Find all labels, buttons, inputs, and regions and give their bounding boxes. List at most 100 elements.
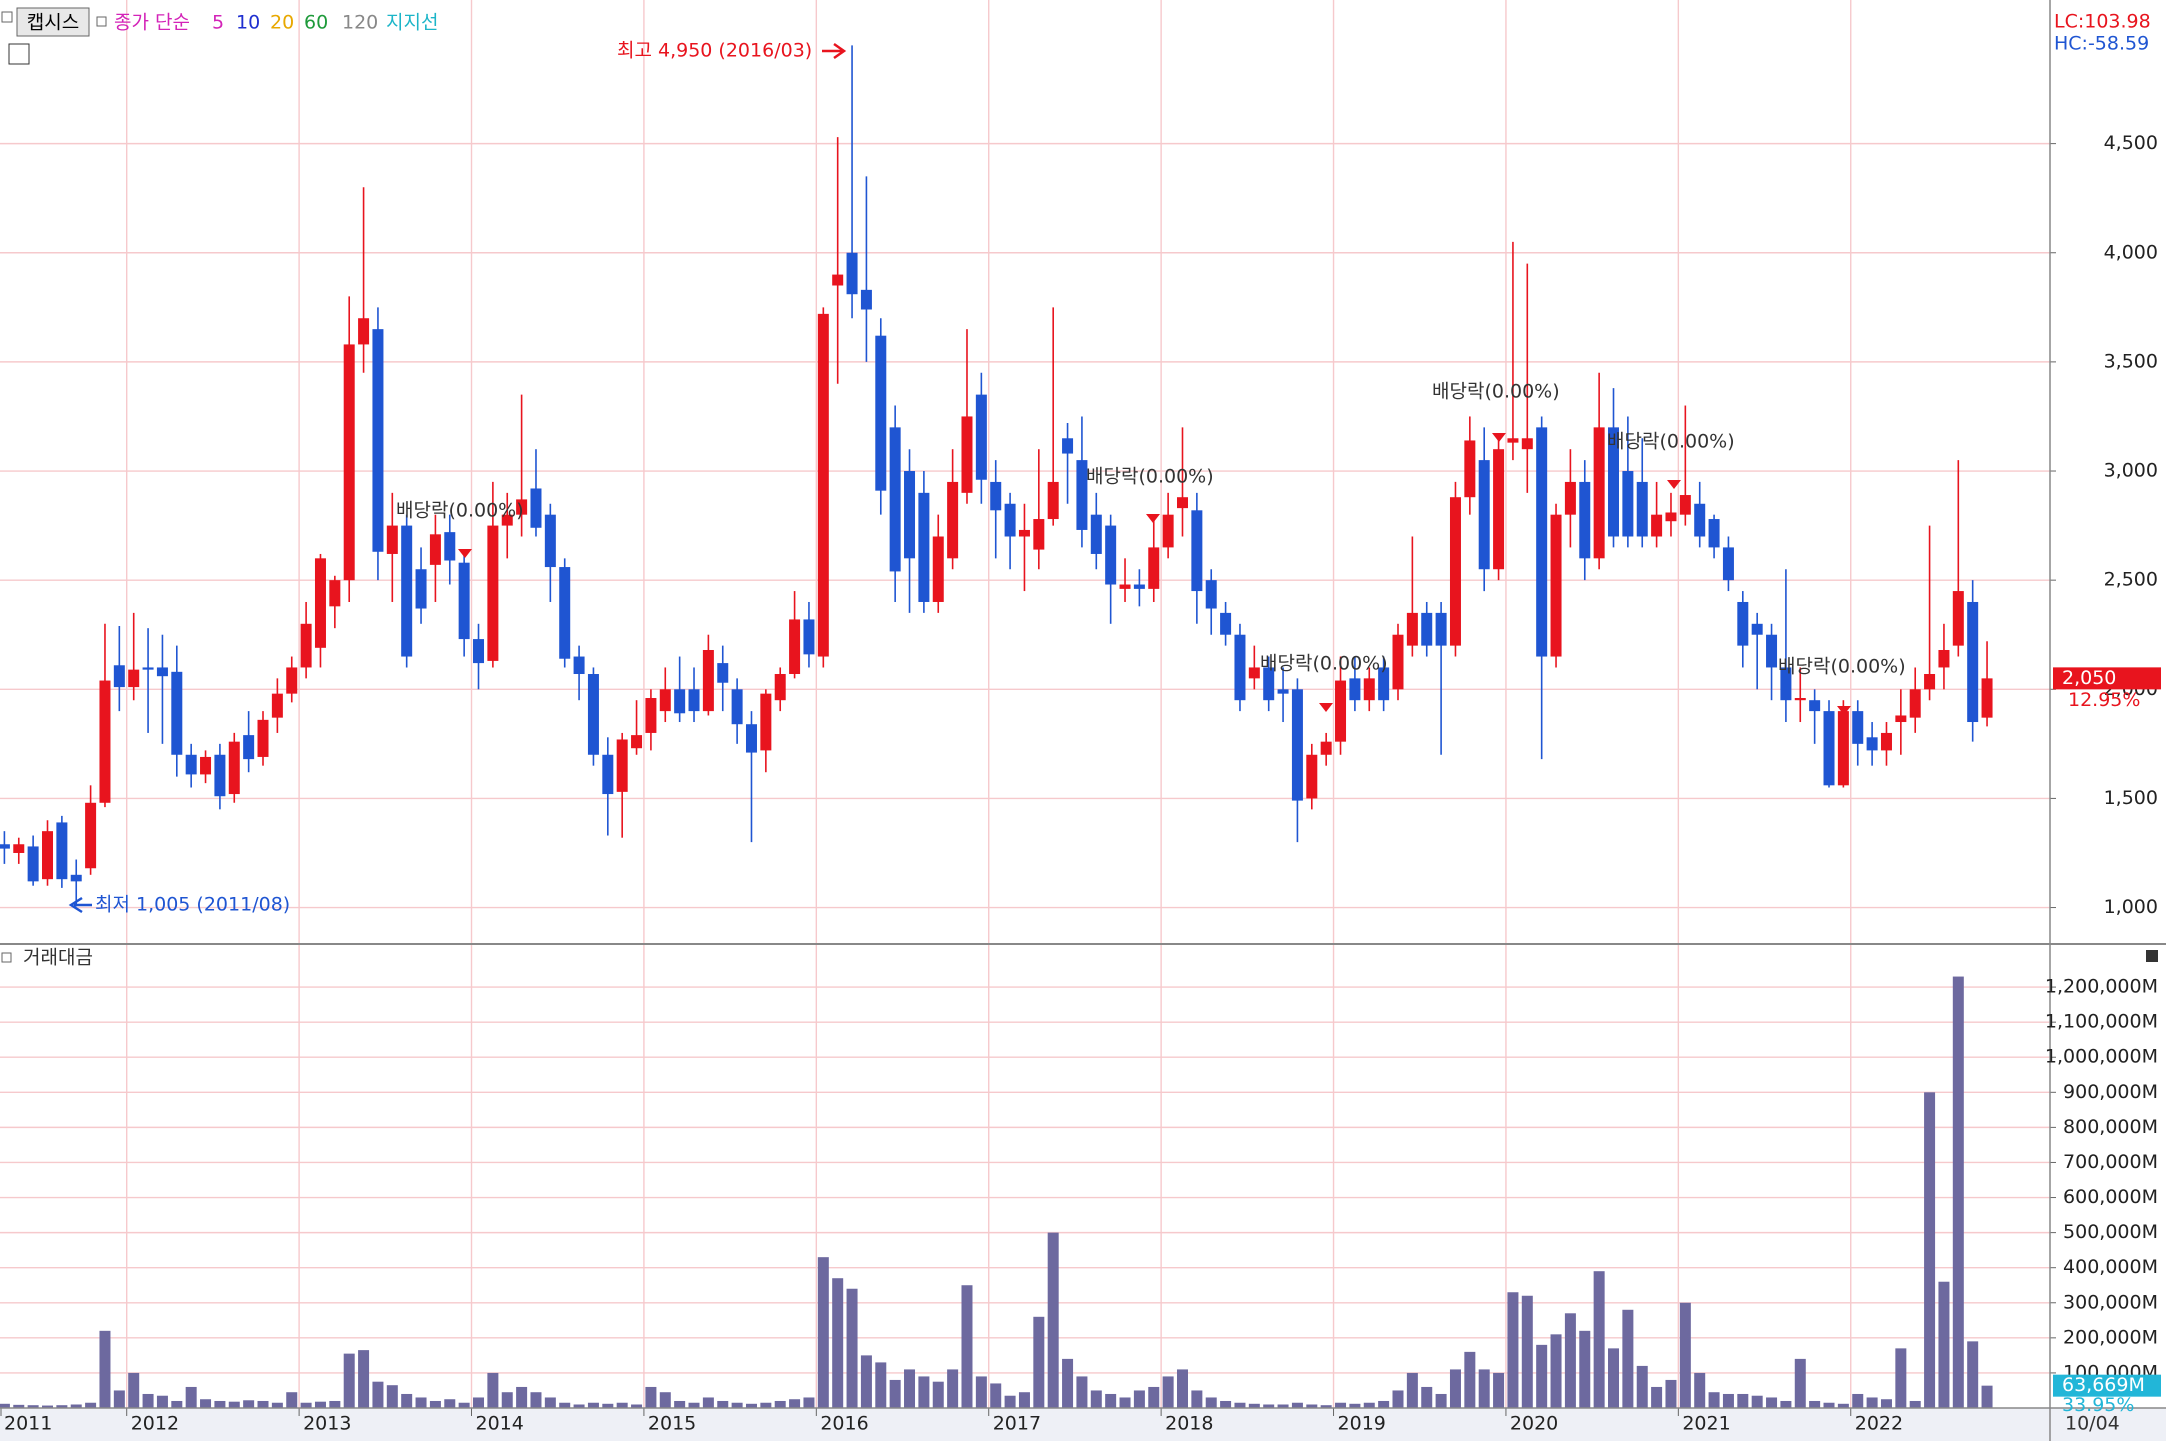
table-icon[interactable]	[8, 43, 30, 65]
candle-body	[631, 735, 643, 749]
volume-bar	[1335, 1402, 1347, 1408]
candle-body	[1794, 698, 1806, 701]
volume-bar	[214, 1400, 226, 1408]
candle-body	[717, 663, 729, 683]
candle-body	[1521, 438, 1533, 450]
candle-body	[171, 671, 183, 755]
legend-icon[interactable]	[1, 11, 13, 23]
candle-body	[1191, 510, 1203, 592]
legend-period: 5	[212, 12, 224, 34]
legend-box[interactable]	[16, 7, 90, 37]
candle-body	[185, 754, 197, 775]
volume-bar	[1536, 1344, 1548, 1408]
volume-bar	[228, 1401, 240, 1408]
volume-bar	[530, 1392, 542, 1408]
candle-body	[386, 525, 398, 554]
y2-tick-label: 300,000M	[2063, 1291, 2158, 1313]
legend-support: 지지선	[386, 12, 438, 34]
last-volume-box	[2053, 1374, 2161, 1397]
last-price-box	[2053, 667, 2161, 690]
volume-bar	[358, 1350, 370, 1408]
volume-bar	[1665, 1379, 1677, 1408]
volume-bar	[1220, 1400, 1232, 1408]
volume-bar	[1191, 1390, 1203, 1408]
volume-bar	[156, 1395, 168, 1408]
x-tick-label: 2013	[303, 1413, 351, 1435]
volume-bar	[1507, 1292, 1519, 1408]
volume-bar	[1564, 1313, 1576, 1408]
volume-bar	[789, 1399, 801, 1408]
candle-body	[429, 534, 441, 565]
close-icon[interactable]	[2146, 950, 2158, 962]
candle-body	[1133, 584, 1145, 589]
legend-name[interactable]: 캡시스	[27, 12, 79, 34]
volume-bar	[544, 1397, 556, 1408]
volume-bar	[1248, 1403, 1260, 1408]
candle-body	[1205, 580, 1217, 609]
high-note: 최고 4,950 (2016/03)	[617, 40, 812, 62]
candle-body	[1018, 529, 1030, 537]
y-tick-label: 1,500	[2104, 787, 2158, 809]
candle-body	[1464, 440, 1476, 498]
candle-body	[1708, 519, 1720, 548]
volume-bar	[1866, 1397, 1878, 1408]
volume-bar	[1521, 1295, 1533, 1408]
volume-change-label: 33.95%	[2062, 1394, 2134, 1416]
low-arrow	[68, 896, 92, 914]
candle-body	[918, 492, 930, 602]
volume-bar	[1090, 1390, 1102, 1408]
volume-bar	[1924, 1092, 1936, 1408]
candle-body	[961, 416, 973, 493]
high-arrow	[822, 42, 847, 60]
volume-bar	[961, 1285, 973, 1408]
volume-bar	[803, 1397, 815, 1408]
dividend-note: 배당락(0.00%)	[1260, 653, 1388, 675]
candle-body	[846, 252, 858, 295]
candle-body	[990, 481, 1002, 511]
candle-body	[128, 669, 140, 688]
volume-bar	[171, 1400, 183, 1408]
volume-bar	[1593, 1271, 1605, 1408]
y2-tick-label: 600,000M	[2063, 1186, 2158, 1208]
candle-body	[200, 756, 212, 775]
candle-body	[1593, 427, 1605, 559]
volume-bar	[1737, 1393, 1749, 1408]
candle-body	[1406, 612, 1418, 646]
candle-body	[113, 665, 125, 688]
candle-body	[1378, 667, 1390, 701]
legend-method: 종가 단순	[114, 12, 190, 34]
x-tick-label: 2012	[131, 1413, 179, 1435]
volume-bar	[1636, 1365, 1648, 1408]
volume-bar	[688, 1402, 700, 1408]
volume-bar	[1694, 1372, 1706, 1408]
candle-body	[458, 562, 470, 640]
candle-body	[702, 649, 714, 712]
candle-body	[1493, 449, 1505, 570]
volume-bar	[401, 1393, 413, 1408]
candle-body	[13, 844, 25, 853]
candle-body	[329, 580, 341, 607]
candle-body	[1263, 667, 1275, 701]
volume-bar	[889, 1379, 901, 1408]
volume-bar	[674, 1400, 686, 1408]
legend-icon	[1, 952, 12, 963]
candle-body	[1737, 601, 1749, 646]
volume-bar	[1421, 1386, 1433, 1408]
candle-body	[774, 674, 786, 701]
volume-bar	[415, 1397, 427, 1408]
y-tick-label: 3,000	[2104, 460, 2158, 482]
candle-body	[401, 525, 413, 657]
volume-bar	[1981, 1385, 1993, 1408]
candle-body	[1579, 481, 1591, 559]
volume-bar	[0, 1403, 10, 1408]
volume-bar	[832, 1278, 844, 1408]
candle-body	[271, 693, 283, 718]
candle-body	[760, 693, 772, 751]
candle-body	[789, 619, 801, 675]
candle-body	[42, 831, 54, 880]
volume-bar	[1952, 976, 1964, 1408]
volume-bar	[717, 1400, 729, 1408]
candle-body	[1176, 497, 1188, 509]
volume-bar	[27, 1405, 39, 1408]
